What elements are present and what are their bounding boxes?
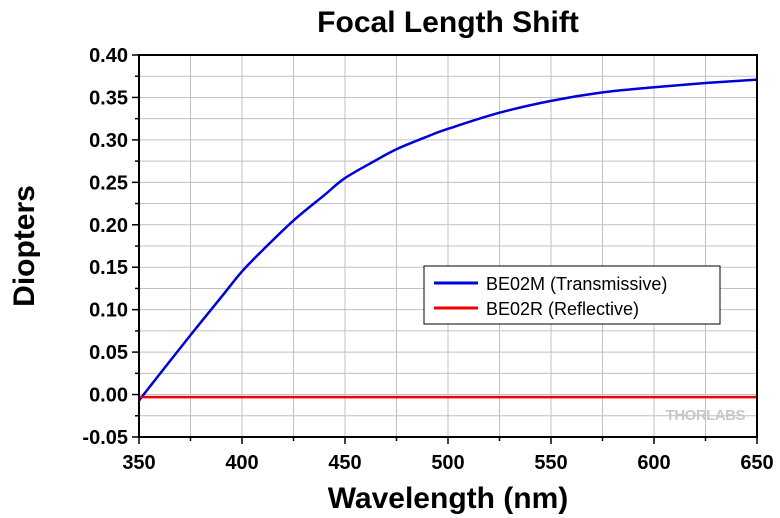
y-tick-label: 0.20 <box>89 215 128 237</box>
x-tick-label: 450 <box>328 452 361 474</box>
y-tick-label: 0.25 <box>89 172 128 194</box>
legend: BE02M (Transmissive) BE02R (Reflective) <box>423 265 721 325</box>
y-tick-label: 0.40 <box>89 45 128 67</box>
y-tick-label: 0.00 <box>89 385 128 407</box>
y-tick-label: 0.35 <box>89 87 128 109</box>
series-layer <box>138 78 758 402</box>
y-tick-label: 0.05 <box>89 342 128 364</box>
thorlabs-watermark: THORLABS <box>666 407 746 424</box>
grid-lines <box>139 55 757 437</box>
y-tick-label: 0.30 <box>89 130 128 152</box>
y-tick-label: 0.10 <box>89 300 128 322</box>
legend-box <box>423 265 721 325</box>
x-tick-label: 350 <box>122 452 155 474</box>
x-tick-labels: 350 400 450 500 550 600 650 <box>122 452 773 474</box>
legend-label-transmissive: BE02M (Transmissive) <box>486 274 667 294</box>
y-tick-labels: -0.05 0.00 0.05 0.10 0.15 0.20 0.25 0.30 0.35 0.4… <box>82 45 128 449</box>
x-tick-label: 400 <box>225 452 258 474</box>
y-tick-label: -0.05 <box>82 427 128 449</box>
x-tick-label: 650 <box>740 452 773 474</box>
x-tick-label: 500 <box>431 452 464 474</box>
y-axis-label: Diopters <box>8 185 41 307</box>
legend-label-reflective: BE02R (Reflective) <box>486 299 639 319</box>
x-axis-label: Wavelength (nm) <box>328 482 569 515</box>
y-tick-label: 0.15 <box>89 257 128 279</box>
x-tick-label: 600 <box>637 452 670 474</box>
chart-title: Focal Length Shift <box>317 6 579 39</box>
x-tick-label: 550 <box>534 452 567 474</box>
series-line-0 <box>138 78 758 402</box>
axis-ticks <box>132 54 758 444</box>
